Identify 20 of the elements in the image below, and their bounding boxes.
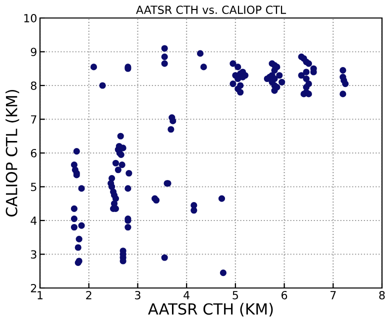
chart-title: AATSR CTH vs. CALIOP CTL [136, 6, 286, 14]
y-tick-label: 8 [30, 81, 36, 90]
y-tick-label: 10 [24, 14, 36, 22]
y-tick-label: 2 [30, 284, 36, 292]
x-tick-label: 2 [86, 290, 92, 300]
y-tick-label: 6 [30, 148, 37, 158]
y-tick-label: 9 [30, 48, 36, 56]
x-axis-title: AATSR CTH (KM) [148, 302, 273, 317]
x-tick-label: 1 [38, 291, 43, 300]
x-tick-label: 6 [282, 290, 288, 300]
x-tick-label: 4 [184, 291, 190, 300]
x-tick-label: 3 [135, 290, 140, 300]
x-tick-label: 5 [232, 291, 238, 300]
y-tick-label: 7 [31, 115, 36, 124]
x-tick-label: 7 [330, 291, 336, 300]
x-tick-label: 8 [379, 290, 385, 300]
y-tick-label: 5 [31, 182, 36, 192]
y-tick-label: 4 [30, 216, 37, 225]
y-axis-title: CALIOP CTL (KM) [6, 90, 20, 217]
y-tick-label: 3 [31, 250, 36, 259]
